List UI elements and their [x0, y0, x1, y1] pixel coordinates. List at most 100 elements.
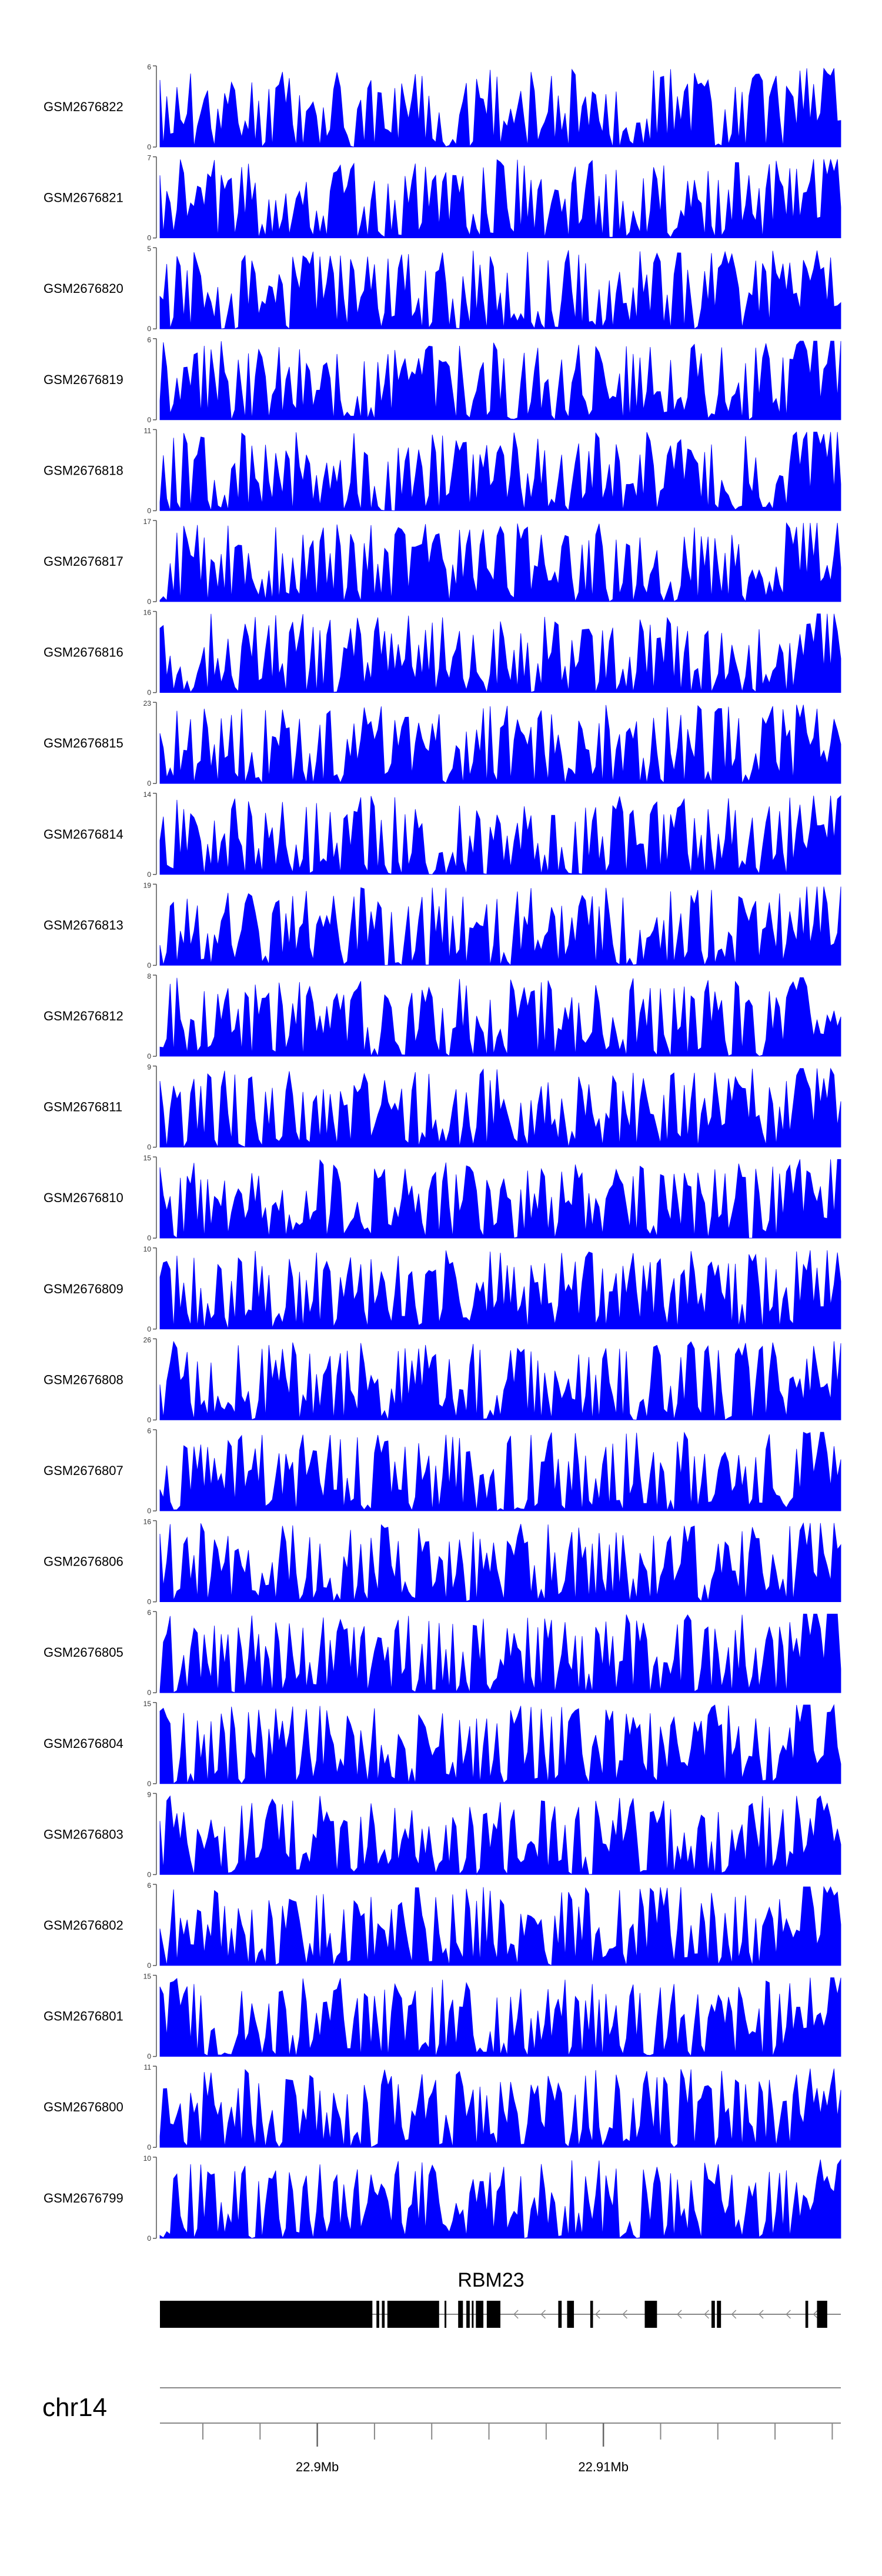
y-min-label: 0: [147, 416, 151, 424]
coverage-track: GSM2676799 10 0: [44, 2154, 841, 2243]
y-min-label: 0: [147, 1416, 151, 1424]
y-max-label: 23: [143, 699, 152, 708]
y-min-label: 0: [147, 1325, 151, 1333]
track-label: GSM2676802: [44, 1918, 123, 1933]
y-min-label: 0: [147, 2143, 151, 2151]
coverage-area: [159, 2158, 841, 2239]
coverage-track: GSM2676822 6 0: [44, 63, 841, 151]
coverage-area: [159, 613, 841, 693]
y-max-label: 17: [143, 518, 152, 526]
y-max-label: 16: [143, 609, 152, 617]
strand-arrow: [704, 2310, 709, 2319]
coverage-track: GSM2676817 17 0: [44, 518, 841, 606]
exon: [644, 2301, 657, 2328]
y-min-label: 0: [147, 1780, 151, 1788]
coverage-area: [159, 431, 841, 512]
y-max-label: 19: [143, 881, 152, 889]
y-max-label: 14: [143, 790, 152, 799]
y-min-label: 0: [147, 234, 151, 242]
exon: [466, 2301, 470, 2328]
exon: [382, 2301, 385, 2328]
track-label: GSM2676814: [44, 827, 123, 842]
track-label: GSM2676804: [44, 1736, 123, 1751]
exon: [458, 2301, 463, 2328]
coverage-track: GSM2676820 5 0: [44, 245, 841, 333]
coverage-track: GSM2676802 6 0: [44, 1881, 841, 1970]
coverage-track: GSM2676811 9 0: [44, 1063, 841, 1152]
gene-name-label: RBM23: [457, 2269, 524, 2291]
gene-model: RBM23: [160, 2269, 841, 2328]
coverage-area: [159, 522, 841, 603]
y-min-label: 0: [147, 1689, 151, 1697]
y-min-label: 0: [147, 598, 151, 606]
exon: [387, 2301, 439, 2328]
coverage-track: GSM2676807 6 0: [44, 1427, 841, 1515]
track-label: GSM2676811: [44, 1100, 122, 1115]
coverage-track: GSM2676809 10 0: [44, 1245, 841, 1333]
exon: [476, 2301, 484, 2328]
y-min-label: 0: [147, 1598, 151, 1606]
strand-arrow: [540, 2310, 546, 2319]
y-min-label: 0: [147, 1870, 151, 1878]
y-min-label: 0: [147, 2053, 151, 2061]
coverage-track: GSM2676816 16 0: [44, 609, 841, 697]
exon: [160, 2301, 371, 2328]
y-min-label: 0: [147, 506, 151, 515]
coverage-track: GSM2676819 6 0: [44, 336, 841, 424]
coverage-track: GSM2676818 11 0: [44, 426, 841, 515]
exon: [445, 2301, 447, 2328]
track-label: GSM2676800: [44, 2100, 123, 2114]
track-label: GSM2676817: [44, 554, 123, 569]
y-max-label: 26: [143, 1336, 152, 1344]
exon: [711, 2301, 715, 2328]
coverage-track: GSM2676800 11 0: [44, 2063, 841, 2151]
strand-arrow: [677, 2310, 682, 2319]
exon: [805, 2301, 808, 2328]
coverage-area: [159, 250, 841, 330]
exon: [717, 2301, 721, 2328]
y-min-label: 0: [147, 1234, 151, 1242]
y-max-label: 5: [147, 245, 151, 253]
exon: [590, 2301, 593, 2328]
y-min-label: 0: [147, 870, 151, 879]
y-max-label: 6: [147, 63, 151, 71]
y-max-label: 6: [147, 1609, 151, 1617]
coverage-area: [159, 1159, 841, 1239]
y-max-label: 10: [143, 2154, 152, 2163]
axis-tick-label: 22.91Mb: [578, 2460, 629, 2474]
exon: [567, 2301, 574, 2328]
coverage-area: [159, 159, 841, 238]
track-label: GSM2676806: [44, 1554, 123, 1569]
y-max-label: 6: [147, 1881, 151, 1890]
coverage-area: [159, 2068, 841, 2148]
y-max-label: 16: [143, 1518, 152, 1526]
exon: [486, 2301, 500, 2328]
strand-arrow: [813, 2310, 818, 2319]
y-max-label: 8: [147, 972, 151, 980]
coverage-track: GSM2676803 9 0: [44, 1790, 841, 1878]
strand-arrow: [595, 2310, 600, 2319]
y-min-label: 0: [147, 1052, 151, 1060]
coverage-area: [159, 1340, 841, 1420]
exon: [472, 2301, 474, 2328]
track-label: GSM2676821: [44, 191, 123, 205]
track-label: GSM2676808: [44, 1372, 123, 1387]
coverage-track: GSM2676804 15 0: [44, 1700, 841, 1788]
coverage-area: [159, 1613, 841, 1693]
strand-arrow: [731, 2310, 737, 2319]
y-max-label: 6: [147, 336, 151, 344]
y-max-label: 15: [143, 1973, 152, 1981]
y-min-label: 0: [147, 779, 151, 788]
y-max-label: 11: [144, 2063, 152, 2071]
chromosome-label: chr14: [42, 2393, 107, 2422]
coverage-track: GSM2676821 7 0: [44, 154, 841, 242]
track-label: GSM2676818: [44, 463, 123, 478]
coverage-area: [159, 1977, 841, 2057]
axis-tick-label: 22.9Mb: [296, 2460, 339, 2474]
exon: [558, 2301, 562, 2328]
strand-arrow: [513, 2310, 519, 2319]
exon: [368, 2301, 373, 2328]
coverage-area: [159, 1250, 841, 1330]
coverage-area: [159, 1067, 841, 1149]
